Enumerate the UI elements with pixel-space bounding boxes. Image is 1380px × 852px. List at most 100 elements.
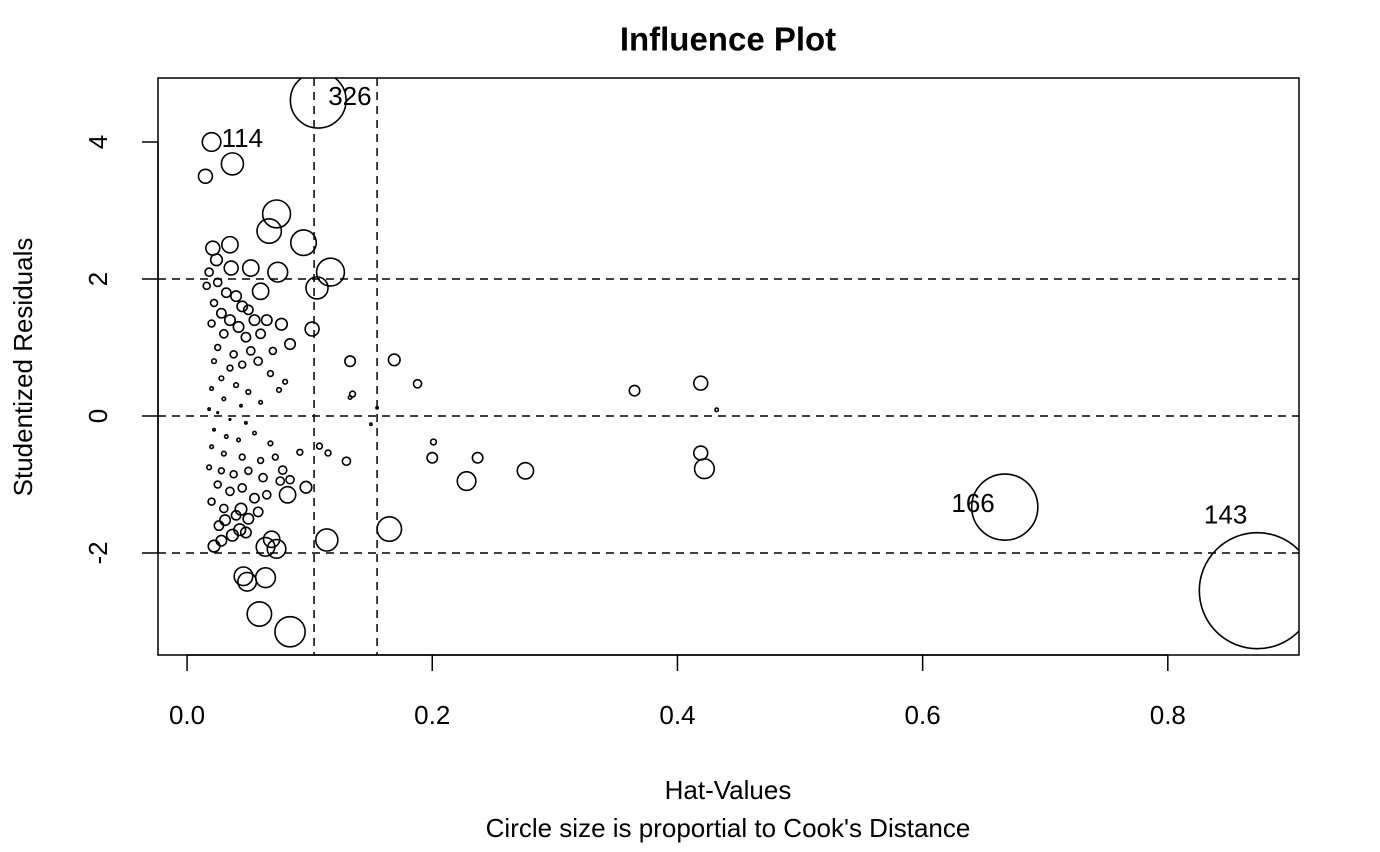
bubble — [229, 469, 238, 479]
y-tick-label: 0 — [83, 409, 113, 423]
bubble — [201, 131, 222, 153]
bubble — [207, 497, 216, 506]
bubble — [304, 321, 320, 337]
bubble — [207, 539, 221, 553]
bubble — [277, 465, 288, 475]
bubble — [274, 317, 289, 331]
bubble — [220, 152, 245, 176]
bubble — [267, 261, 289, 283]
bubble — [209, 386, 215, 392]
bubble — [237, 483, 248, 493]
bubble — [244, 466, 253, 476]
bubble — [223, 260, 239, 276]
bubble — [341, 456, 352, 467]
bubble — [223, 314, 236, 327]
bubble — [387, 353, 401, 367]
chart-title: Influence Plot — [620, 21, 836, 58]
x-tick-label: 0.2 — [414, 700, 450, 730]
bubble — [714, 407, 720, 413]
bubble — [256, 218, 283, 245]
y-tick-label: 4 — [83, 135, 113, 149]
y-tick-label: 2 — [83, 272, 113, 286]
bubble — [218, 503, 229, 514]
bubble — [267, 440, 274, 447]
bubble — [206, 464, 213, 471]
bubble — [243, 420, 248, 425]
bubble — [218, 375, 225, 382]
bubble — [230, 509, 242, 521]
bubble — [220, 450, 227, 457]
bubble — [344, 355, 357, 368]
point-label: 166 — [951, 488, 994, 518]
bubble — [230, 290, 243, 303]
bubble — [289, 229, 318, 257]
bubble — [232, 320, 245, 333]
bubble — [197, 168, 214, 184]
bubble — [456, 470, 477, 492]
bubble — [282, 378, 289, 385]
bubble — [236, 437, 242, 443]
bubble — [260, 314, 273, 327]
bubble — [204, 267, 214, 277]
bubble — [226, 364, 234, 372]
bubble — [256, 456, 265, 465]
bubble — [261, 199, 292, 229]
bubble — [315, 442, 324, 450]
bubble — [376, 516, 403, 543]
bubble — [209, 298, 219, 308]
bubble — [225, 486, 235, 497]
bubble — [258, 472, 268, 483]
bubble — [219, 514, 232, 527]
bubble — [218, 328, 229, 339]
bubble — [692, 445, 709, 461]
bubble — [628, 384, 641, 397]
bubble — [254, 567, 277, 589]
bubble — [249, 492, 260, 504]
bubble — [229, 350, 238, 359]
bubble — [970, 473, 1039, 541]
bubble — [242, 512, 255, 525]
bubble — [215, 307, 227, 319]
bubble — [692, 375, 709, 391]
bubble — [296, 448, 304, 456]
x-axis-label: Hat-Values — [665, 775, 792, 805]
bubble — [212, 277, 223, 288]
bubble — [216, 410, 220, 415]
bubble — [516, 461, 535, 480]
bubble — [237, 360, 247, 369]
bubble — [299, 480, 313, 494]
bubble — [251, 430, 258, 436]
bubble — [228, 417, 232, 422]
bubble — [261, 489, 272, 500]
plot-frame — [157, 77, 1300, 656]
bubble — [471, 451, 484, 464]
x-tick-label: 0.4 — [659, 700, 695, 730]
x-tick-label: 0.8 — [1150, 700, 1186, 730]
bubble — [236, 300, 249, 313]
bubble — [213, 520, 225, 532]
bubble — [213, 480, 222, 489]
bubble — [324, 449, 332, 457]
bubble — [239, 526, 252, 539]
bubble — [278, 485, 297, 504]
plot-area — [197, 78, 1299, 650]
bubble — [232, 382, 240, 389]
bubble — [426, 451, 439, 464]
bubble — [347, 394, 353, 401]
bubble — [289, 78, 347, 129]
bubble — [210, 358, 218, 365]
bubble — [412, 378, 423, 389]
bubble — [275, 386, 283, 394]
bubble — [284, 338, 297, 351]
bubble — [239, 403, 243, 408]
bubble — [315, 257, 346, 287]
bubble — [258, 399, 264, 405]
bubble — [253, 356, 264, 367]
bubble — [285, 474, 295, 485]
bubble — [246, 600, 273, 627]
bubble — [429, 438, 438, 446]
bubble — [238, 453, 246, 461]
bubble — [1198, 531, 1299, 650]
bubble — [212, 427, 216, 432]
bubble — [240, 331, 252, 343]
